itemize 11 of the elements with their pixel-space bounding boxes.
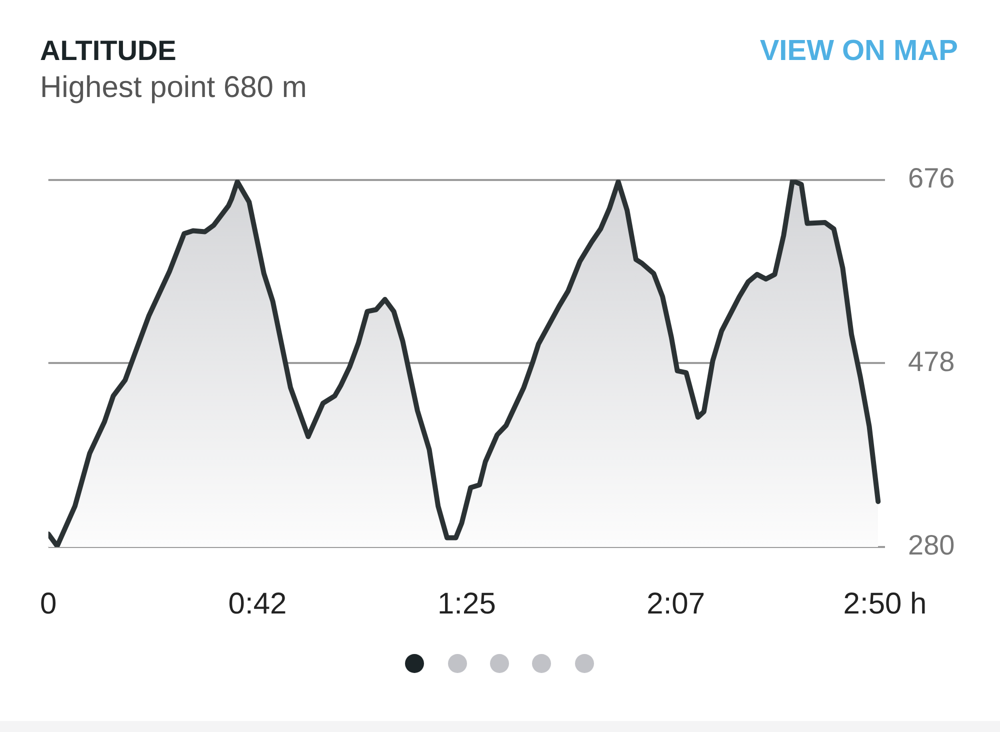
y-tick-label: 280 xyxy=(908,530,955,561)
text: VIEW ON MAP xyxy=(760,34,958,68)
x-tick-label: 2:50 h xyxy=(843,587,927,620)
x-tick-label: 1:25 xyxy=(437,587,496,620)
chart-subtitle: Highest point 680 m xyxy=(40,71,307,105)
x-tick-label: 2:07 xyxy=(646,587,706,620)
y-tick-label: 478 xyxy=(908,346,955,378)
y-tick-label: 676 xyxy=(908,162,955,194)
chart-title: ALTITUDE xyxy=(40,35,176,67)
x-tick-label: 0:42 xyxy=(228,587,287,620)
x-tick-label: 0 xyxy=(40,587,57,620)
